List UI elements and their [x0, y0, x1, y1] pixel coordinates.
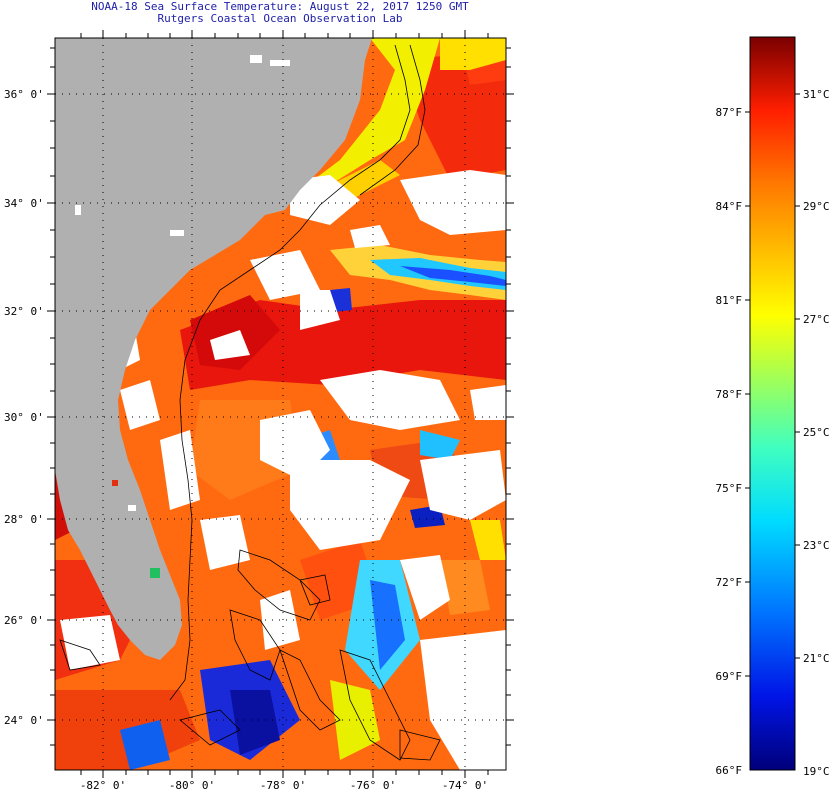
- frame-ticks: [47, 30, 514, 778]
- lat-label: 32° 0': [4, 305, 44, 318]
- lat-label: 24° 0': [4, 714, 44, 727]
- lat-label: 30° 0': [4, 411, 44, 424]
- map-subtitle: Rutgers Coastal Ocean Observation Lab: [157, 12, 403, 25]
- colorbar-f-label: 78°F: [716, 388, 743, 401]
- lon-label: -78° 0': [260, 779, 306, 792]
- cold-patches: [120, 288, 506, 770]
- colorbar-c-label: 25°C: [803, 426, 830, 439]
- graticule: [55, 38, 506, 770]
- colorbar-c-label: 19°C: [803, 765, 830, 778]
- colorbar-f-label: 69°F: [716, 670, 743, 683]
- colorbar-f-label: 66°F: [716, 764, 743, 777]
- colorbar-c-label: 29°C: [803, 200, 830, 213]
- colorbar-f-labels: 87°F 84°F 81°F 78°F 75°F 72°F 69°F 66°F: [716, 106, 743, 777]
- colorbar-f-label: 84°F: [716, 200, 743, 213]
- colorbar-c-label: 21°C: [803, 652, 830, 665]
- land-southeast-us: [55, 38, 372, 660]
- colorbar-c-labels: 31°C 29°C 27°C 25°C 23°C 21°C 19°C: [803, 88, 830, 778]
- colorbar-c-label: 31°C: [803, 88, 830, 101]
- lat-label: 34° 0': [4, 197, 44, 210]
- lon-label: -76° 0': [350, 779, 396, 792]
- colorbar-f-label: 81°F: [716, 294, 743, 307]
- lon-label: -80° 0': [169, 779, 215, 792]
- sst-map: [55, 38, 506, 770]
- map-frame: [54, 37, 507, 771]
- colorbar-f-label: 75°F: [716, 482, 743, 495]
- colorbar-f-ticks: [745, 111, 750, 677]
- colorbar-c-label: 27°C: [803, 313, 830, 326]
- lat-label: 26° 0': [4, 614, 44, 627]
- map-title: NOAA-18 Sea Surface Temperature: August …: [91, 0, 469, 13]
- lon-label: -82° 0': [80, 779, 126, 792]
- colorbar: 87°F 84°F 81°F 78°F 75°F 72°F 69°F 66°F …: [716, 36, 830, 778]
- cold-band: [330, 245, 506, 300]
- colorbar-c-ticks: [795, 93, 800, 659]
- lat-label: 28° 0': [4, 513, 44, 526]
- longitude-labels: -82° 0' -80° 0' -78° 0' -76° 0' -74° 0': [80, 779, 488, 792]
- colorbar-f-label: 87°F: [716, 106, 743, 119]
- colorbar-c-label: 23°C: [803, 539, 830, 552]
- colorbar-f-label: 72°F: [716, 576, 743, 589]
- land-cloud-specks: [75, 55, 290, 578]
- colorbar-gradient: [749, 36, 796, 771]
- lat-label: 36° 0': [4, 88, 44, 101]
- latitude-labels: 36° 0' 34° 0' 32° 0' 30° 0' 28° 0' 26° 0…: [4, 88, 44, 727]
- bathymetry-contours: [59, 44, 441, 761]
- lon-label: -74° 0': [442, 779, 488, 792]
